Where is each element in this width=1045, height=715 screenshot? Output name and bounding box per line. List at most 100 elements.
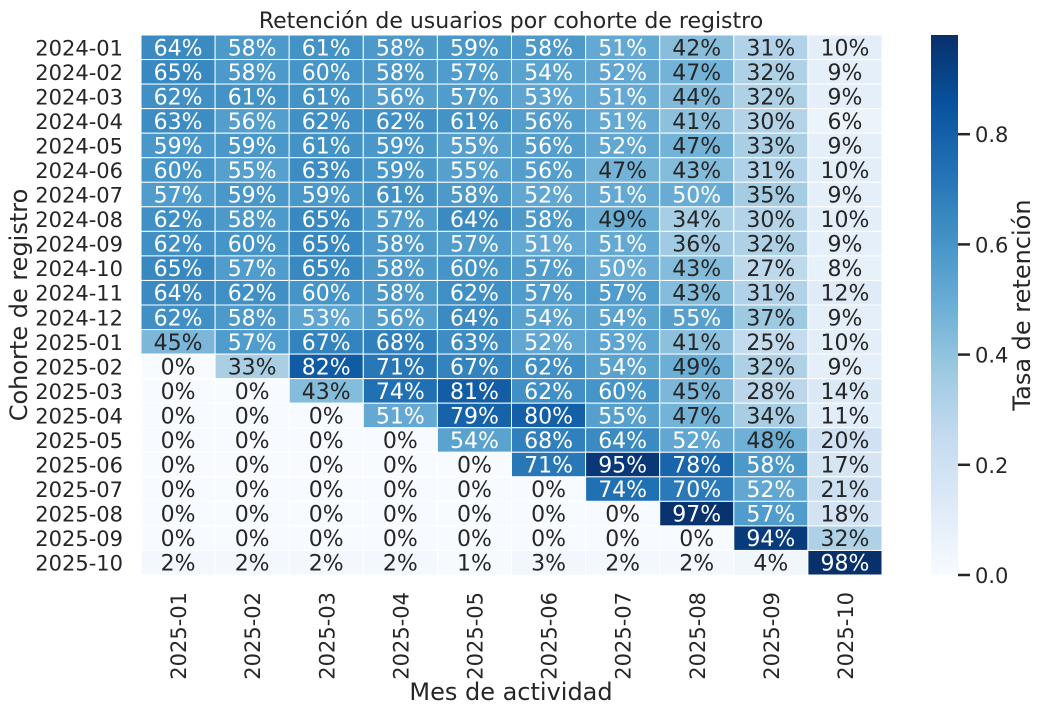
cell-value-label: 49% [672,355,721,380]
heatmap-cell [214,353,290,380]
heatmap-cell [436,230,512,257]
cell-value-label: 0% [383,503,418,528]
cell-value-label: 55% [598,404,647,429]
cell-value-label: 57% [450,233,499,258]
cell-value-label: 60% [302,282,351,307]
cell-value-label: 62% [154,85,203,110]
cell-value-label: 18% [820,503,869,528]
x-tick-label: 2025-09 [760,592,784,680]
cell-value-label: 0% [235,380,270,405]
cell-value-label: 57% [746,503,795,528]
cell-value-label: 58% [228,306,277,331]
x-tick-label: 2025-04 [389,592,413,680]
heatmap-cell [214,476,290,502]
cell-value-label: 58% [376,257,425,282]
heatmap-cell [511,108,587,134]
x-tick-label: 2025-10 [834,592,858,680]
heatmap-cell [659,279,735,306]
cell-value-label: 62% [154,306,203,331]
cell-value-label: 64% [450,208,499,233]
cell-value-label: 35% [746,184,795,209]
cell-value-label: 47% [672,61,721,86]
cell-value-label: 59% [228,134,277,159]
heatmap-cell [585,83,661,110]
cell-value-label: 71% [524,454,573,479]
y-tick-label: 2024-05 [35,134,123,158]
cell-value-label: 57% [228,257,277,282]
cell-value-label: 57% [376,208,425,233]
cell-value-label: 34% [672,208,721,233]
y-tick-label: 2024-11 [35,282,123,306]
cell-value-label: 51% [598,36,647,61]
heatmap-cell [511,157,587,183]
cell-value-label: 0% [531,527,566,552]
cell-value-label: 9% [827,134,862,159]
cell-value-label: 61% [302,85,351,110]
heatmap-cell [733,206,809,232]
cell-value-label: 31% [746,282,795,307]
cell-value-label: 9% [827,85,862,110]
y-tick-label: 2024-02 [35,61,123,85]
y-tick-label: 2025-07 [35,478,123,502]
cell-value-label: 60% [228,233,277,258]
heatmap-cell [659,353,735,380]
heatmap-cell [362,206,438,232]
cell-value-label: 0% [235,404,270,429]
cell-value-label: 30% [746,110,795,135]
cell-value-label: 25% [746,331,795,356]
heatmap-cell [585,378,661,404]
cell-value-label: 58% [376,233,425,258]
y-tick-label: 2024-12 [35,306,123,330]
cell-value-label: 0% [383,527,418,552]
heatmap-cell [659,378,735,404]
heatmap-cell [140,34,216,61]
cell-value-label: 2% [383,552,418,577]
cell-value-label: 55% [450,159,499,184]
cell-value-label: 2% [605,552,640,577]
heatmap-cell [733,83,809,110]
cell-value-label: 45% [672,380,721,405]
cell-value-label: 78% [672,454,721,479]
cell-value-label: 62% [154,208,203,233]
heatmap-cell [659,34,735,61]
heatmap-cell [214,427,290,453]
cell-value-label: 61% [376,184,425,209]
cell-value-label: 17% [820,454,869,479]
cell-value-label: 36% [672,233,721,258]
cell-value-label: 59% [450,36,499,61]
heatmap-cell [214,279,290,306]
cell-value-label: 0% [161,380,196,405]
y-tick-label: 2024-06 [35,159,123,183]
heatmap-cell [733,255,809,281]
cell-value-label: 57% [598,282,647,307]
cell-value-label: 14% [820,380,869,405]
cell-value-label: 54% [598,355,647,380]
cell-value-label: 50% [598,257,647,282]
colorbar-tick-label: 0.2 [975,454,1008,478]
cell-value-label: 65% [302,233,351,258]
cell-value-label: 9% [827,355,862,380]
heatmap-cell [585,132,661,159]
cell-value-label: 10% [820,208,869,233]
colorbar-gradient [931,35,958,575]
cell-value-label: 54% [524,61,573,86]
cell-value-label: 52% [672,429,721,454]
heatmap-cell [436,378,512,404]
y-axis-label: Cohorte de registro [5,189,33,422]
cell-value-label: 0% [531,478,566,503]
cell-value-label: 32% [746,233,795,258]
heatmap-cell [362,59,438,85]
y-tick-label: 2025-06 [35,454,123,478]
heatmap-cell [214,525,290,551]
x-tick-labels: 2025-01 2025-02 2025-03 2025-04 2025-05 2025-… [167,592,858,680]
heatmap-cell [807,132,883,159]
cell-value-label: 0% [235,429,270,454]
heatmap-cell [807,304,883,331]
y-tick-label: 2025-05 [35,429,123,453]
heatmap-cell [140,427,216,453]
cell-value-label: 67% [302,331,351,356]
cell-value-label: 59% [228,184,277,209]
cell-value-label: 28% [746,380,795,405]
cell-value-label: 58% [450,184,499,209]
heatmap-cell [807,279,883,306]
